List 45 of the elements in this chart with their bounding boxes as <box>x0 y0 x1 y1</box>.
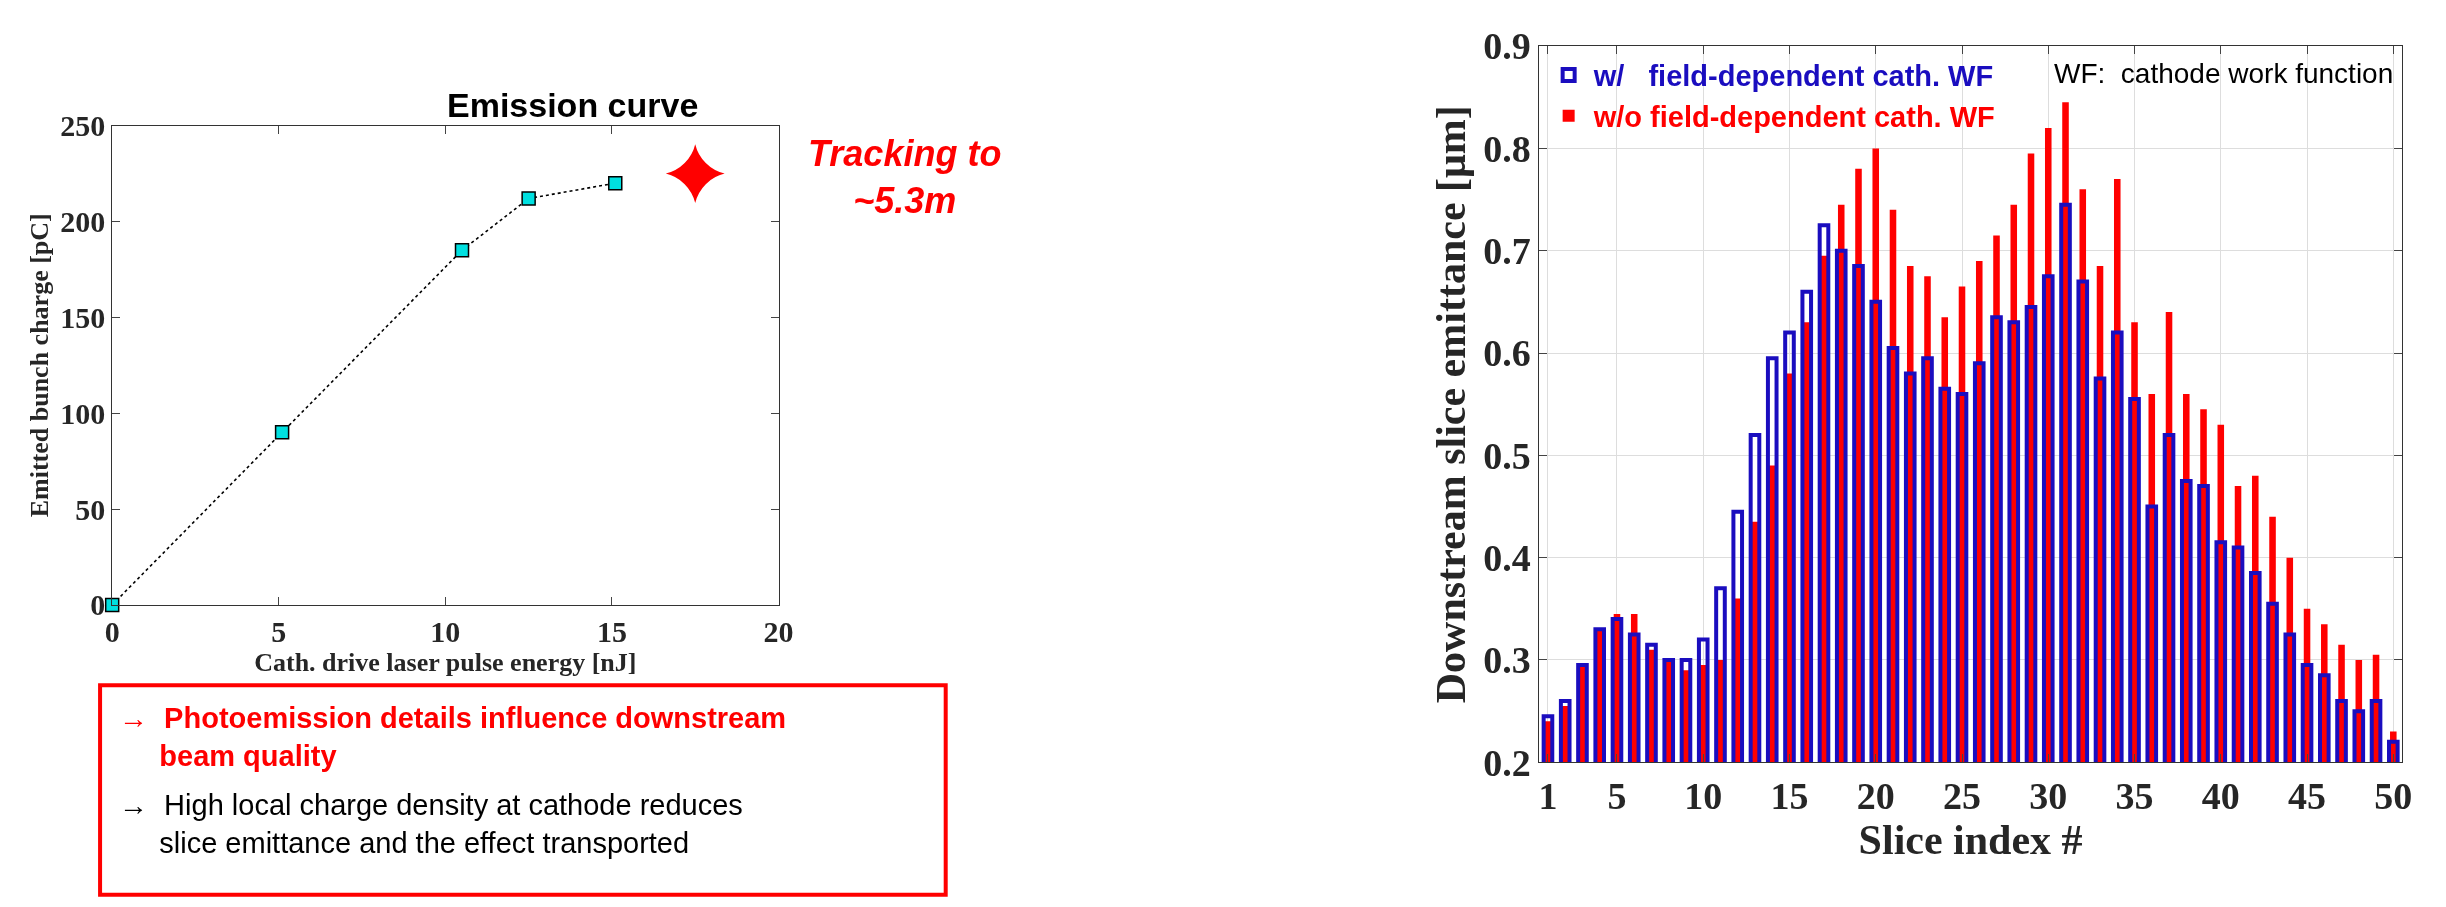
legend-label: w/o field-dependent cath. WF <box>1592 101 1995 134</box>
x-tick-label: 40 <box>2201 774 2240 817</box>
y-axis-title: Downstream slice emittance [μm] <box>1428 105 1475 704</box>
point <box>665 144 725 203</box>
x-axis-title: Slice index # <box>1858 816 2083 863</box>
y-axis-title: Emitted bunch charge [pC] <box>24 213 54 518</box>
text: Tracking to ~5.3m <box>808 133 1002 221</box>
y-tick-label: 0.5 <box>1483 434 1531 477</box>
y-tick-label: 100 <box>60 396 106 430</box>
annotation: WF: cathode work function <box>2054 58 2394 89</box>
x-tick-label: 50 <box>2374 774 2413 817</box>
y-tick-label: 200 <box>60 205 106 239</box>
x-tick-label: 1 <box>1538 774 1558 817</box>
y-tick-label: 0.2 <box>1483 741 1531 784</box>
y-tick-label: 0 <box>90 588 106 622</box>
x-tick-label: 30 <box>2029 774 2068 817</box>
y-tick-label: 150 <box>60 300 106 334</box>
legend-label: w/ field-dependent cath. WF <box>1592 60 1994 93</box>
point <box>608 175 623 191</box>
x-tick-label: 45 <box>2288 774 2327 817</box>
x-tick-label: 10 <box>1684 774 1723 817</box>
y-tick-label: 0.9 <box>1483 25 1531 68</box>
y-tick-label: 0.4 <box>1483 536 1531 579</box>
text: → Photoemission details influence downstream beam quality <box>119 702 787 772</box>
x-tick-label: 20 <box>763 614 794 648</box>
y-tick-label: 50 <box>75 492 106 526</box>
y-tick-label: 250 <box>60 109 106 143</box>
y-tick-label: 0.3 <box>1483 639 1531 682</box>
x-tick-label: 15 <box>1770 774 1809 817</box>
point <box>274 425 290 440</box>
y-tick-label: 0.7 <box>1483 230 1531 273</box>
text: → High local charge density at cathode reduces slice emittance and the effect transported <box>119 789 743 859</box>
x-axis-title: Cath. drive laser pulse energy [nJ] <box>254 647 637 677</box>
x-tick-label: 5 <box>271 614 287 648</box>
x-tick-label: 35 <box>2115 774 2154 817</box>
y-tick-label: 0.6 <box>1483 332 1531 375</box>
x-tick-label: 5 <box>1607 774 1627 817</box>
chart-title: Emission curve <box>447 86 699 124</box>
point <box>454 243 470 258</box>
x-tick-label: 15 <box>596 614 627 648</box>
x-tick-label: 25 <box>1943 774 1982 817</box>
x-tick-label: 10 <box>430 614 461 648</box>
y-tick-label: 0.8 <box>1483 127 1531 170</box>
x-tick-label: 20 <box>1856 774 1895 817</box>
point <box>521 191 536 206</box>
